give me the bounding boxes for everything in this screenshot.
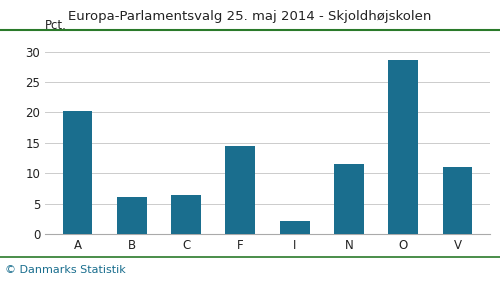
Bar: [117, 197, 147, 234]
Bar: [442, 167, 472, 234]
Bar: [334, 164, 364, 234]
Bar: [171, 195, 201, 234]
Text: Pct.: Pct.: [45, 19, 67, 32]
Bar: [62, 111, 92, 234]
Bar: [388, 60, 418, 234]
Text: Europa-Parlamentsvalg 25. maj 2014 - Skjoldhøjskolen: Europa-Parlamentsvalg 25. maj 2014 - Skj…: [68, 10, 432, 23]
Bar: [280, 221, 310, 234]
Text: © Danmarks Statistik: © Danmarks Statistik: [5, 265, 126, 275]
Bar: [226, 147, 256, 234]
